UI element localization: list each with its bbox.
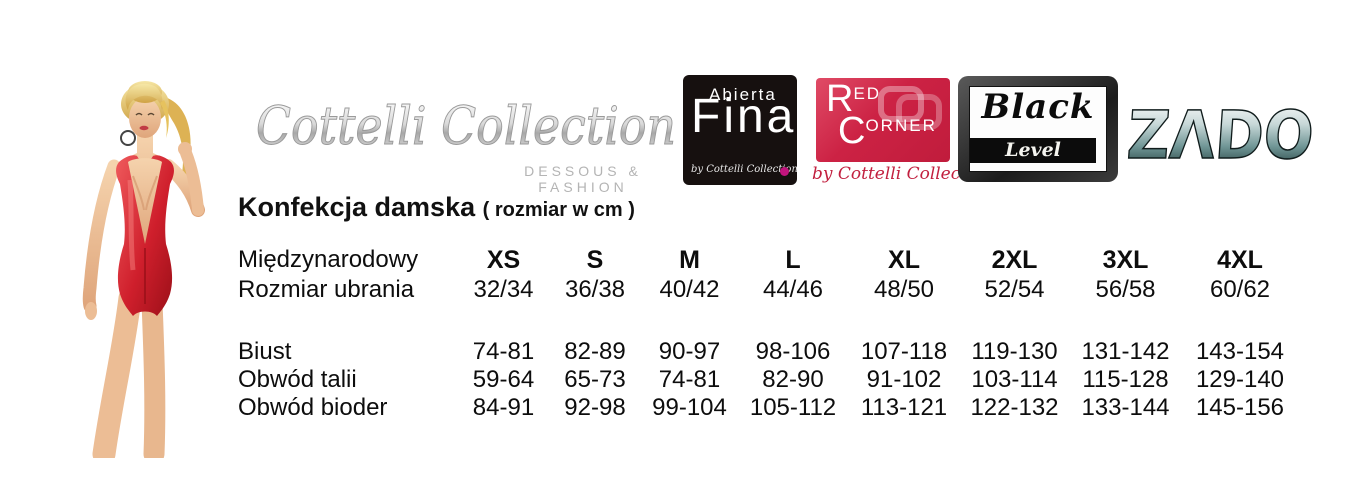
table-cell: 107-118 — [860, 338, 948, 365]
page-title: Konfekcja damska ( rozmiar w cm ) — [238, 192, 635, 223]
level-band: Level — [970, 138, 1096, 163]
cottelli-tagline: DESSOUS & FASHION — [524, 163, 642, 195]
zado-wordmark: ZΛDO — [1125, 97, 1316, 174]
table-cell: 90-97 — [658, 338, 721, 365]
row-label-hips: Obwód bioder — [238, 394, 388, 421]
zado-logo: ZΛDO — [1124, 96, 1317, 174]
table-cell: 99-104 — [652, 394, 727, 421]
red-corner-box: RED CORNER — [816, 78, 950, 162]
red-corner-logo: RED CORNER by Cottelli Collection — [812, 78, 994, 190]
abierta-byline: by Cottelli Collection — [691, 164, 797, 175]
table-cell: 113-121 — [860, 394, 948, 421]
row-label-bust: Biust — [238, 338, 292, 365]
size-header: 2XL — [991, 246, 1038, 274]
title-unit-note: ( rozmiar w cm ) — [482, 199, 635, 221]
table-cell: 59-64 — [472, 366, 535, 393]
size-table: Międzynarodowy XS S M L XL 2XL 3XL 4XL R… — [238, 246, 1298, 422]
table-cell: 143-154 — [1195, 338, 1285, 365]
cottelli-collection-logo: Cottelli Collection — [256, 97, 677, 158]
table-cell: 48/50 — [873, 276, 935, 303]
table-cell: 74-81 — [472, 338, 535, 365]
size-header: L — [785, 246, 801, 274]
table-cell: 103-114 — [971, 366, 1058, 393]
table-cell: 91-102 — [866, 366, 942, 393]
size-header: 4XL — [1217, 246, 1263, 274]
table-cell: 65-73 — [564, 366, 626, 393]
size-header: S — [586, 246, 604, 274]
abierta-pink-dot — [780, 167, 789, 176]
table-cell: 145-156 — [1195, 394, 1285, 421]
table-cell: 44/46 — [762, 276, 824, 303]
abierta-fina-logo: Abierta Fina by Cottelli Collection — [683, 75, 797, 185]
cottelli-collection-wordmark: Cottelli Collection — [256, 97, 676, 157]
table-cell: 36/38 — [564, 276, 626, 303]
size-header: XS — [486, 246, 521, 274]
table-cell: 74-81 — [658, 366, 721, 393]
table-cell: 98-106 — [755, 338, 831, 365]
table-cell: 131-142 — [1081, 338, 1170, 365]
black-level-logo: Black Level — [958, 76, 1118, 182]
black-level-panel: Black Level — [969, 86, 1107, 172]
table-cell: 92-98 — [564, 394, 626, 421]
row-label-garment-size: Rozmiar ubrania — [238, 276, 415, 303]
hoop-earring — [120, 130, 136, 146]
black-word: Black — [981, 87, 1095, 127]
size-header: XL — [888, 246, 920, 274]
table-cell: 40/42 — [659, 276, 720, 303]
table-cell: 56/58 — [1095, 276, 1156, 303]
model-photo — [82, 81, 205, 458]
row-label-international: Międzynarodowy — [238, 246, 419, 273]
level-word: Level — [1005, 139, 1061, 161]
red-word: RED — [826, 78, 882, 120]
table-cell: 115-128 — [1082, 366, 1169, 393]
abierta-word: Abierta — [709, 85, 777, 104]
red-corner-byline: by Cottelli Collection — [812, 164, 994, 184]
table-cell: 129-140 — [1195, 366, 1285, 393]
table-cell: 82-89 — [564, 338, 626, 365]
table-cell: 84-91 — [472, 394, 535, 421]
fina-word: Fina — [691, 90, 797, 143]
table-cell: 133-144 — [1081, 394, 1170, 421]
table-gap — [238, 306, 1298, 338]
size-header: 3XL — [1102, 246, 1149, 274]
table-cell: 105-112 — [749, 394, 837, 421]
model-illustration — [82, 81, 205, 458]
table-cell: 32/34 — [473, 276, 534, 303]
row-label-waist: Obwód talii — [238, 366, 357, 393]
table-cell: 52/54 — [984, 276, 1045, 303]
table-cell: 60/62 — [1209, 276, 1271, 303]
table-cell: 119-130 — [971, 338, 1058, 365]
size-header: M — [679, 246, 700, 274]
title-main: Konfekcja damska — [238, 192, 476, 222]
chain-link-icon — [896, 94, 942, 130]
table-cell: 82-90 — [762, 366, 824, 393]
table-cell: 122-132 — [970, 394, 1059, 421]
corner-word: CORNER — [838, 110, 937, 152]
